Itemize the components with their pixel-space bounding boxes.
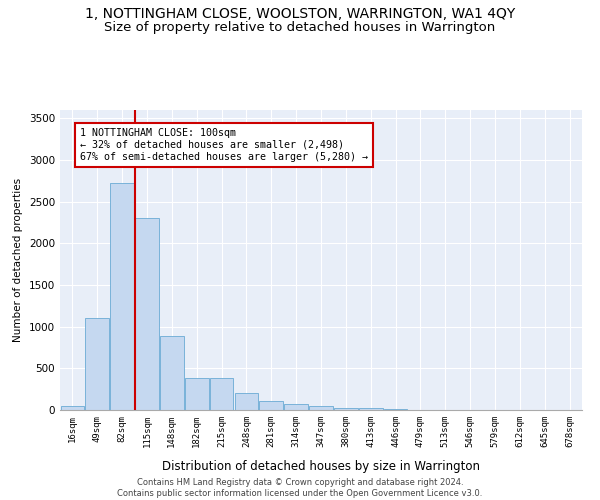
Bar [85, 318, 109, 410]
Bar [210, 378, 233, 410]
Y-axis label: Number of detached properties: Number of detached properties [13, 178, 23, 342]
Bar [160, 336, 184, 410]
Bar [185, 378, 209, 410]
Bar [284, 404, 308, 410]
Bar [61, 406, 84, 410]
Bar [384, 409, 407, 410]
Bar [110, 182, 134, 410]
Text: Contains HM Land Registry data © Crown copyright and database right 2024.
Contai: Contains HM Land Registry data © Crown c… [118, 478, 482, 498]
Bar [135, 218, 159, 410]
Text: 1 NOTTINGHAM CLOSE: 100sqm
← 32% of detached houses are smaller (2,498)
67% of s: 1 NOTTINGHAM CLOSE: 100sqm ← 32% of deta… [80, 128, 368, 162]
Bar [334, 408, 358, 410]
Bar [259, 401, 283, 410]
Bar [309, 406, 333, 410]
Text: Size of property relative to detached houses in Warrington: Size of property relative to detached ho… [104, 21, 496, 34]
Bar [235, 394, 258, 410]
Bar [359, 408, 383, 410]
Text: 1, NOTTINGHAM CLOSE, WOOLSTON, WARRINGTON, WA1 4QY: 1, NOTTINGHAM CLOSE, WOOLSTON, WARRINGTO… [85, 8, 515, 22]
Text: Distribution of detached houses by size in Warrington: Distribution of detached houses by size … [162, 460, 480, 473]
